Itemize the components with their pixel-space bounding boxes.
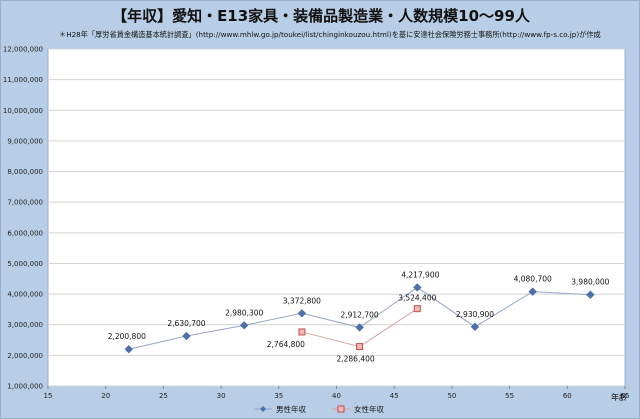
data-point	[413, 305, 421, 313]
y-tick-label: 8,000,000	[7, 168, 43, 176]
data-point	[528, 287, 537, 296]
y-tick-label: 2,000,000	[7, 352, 43, 360]
y-tick-label: 4,000,000	[7, 291, 43, 299]
data-label: 4,080,700	[514, 275, 552, 284]
x-axis-ticks: 15 20 25 30 35 40 45 50 55 60 65	[44, 386, 630, 400]
x-tick-label: 30	[217, 392, 226, 400]
x-tick-label: 25	[159, 392, 168, 400]
x-tick-label: 55	[505, 392, 514, 400]
legend: 男性年収 女性年収	[254, 404, 384, 414]
data-point	[239, 321, 249, 330]
data-label: 2,200,800	[108, 332, 146, 341]
y-tick-label: 10,000,000	[3, 107, 43, 115]
y-tick-label: 12,000,000	[3, 46, 43, 54]
x-tick-label: 50	[447, 392, 456, 400]
legend-marker	[260, 406, 266, 412]
x-tick-label: 60	[563, 392, 572, 400]
data-point	[356, 343, 364, 351]
legend-marker	[337, 405, 345, 413]
data-labels: 2,200,800 2,630,700 2,980,300 3,372,800 2,91…	[108, 270, 610, 363]
x-tick-label: 15	[44, 392, 53, 400]
x-tick-label: 65	[621, 392, 630, 400]
x-tick-label: 35	[274, 392, 283, 400]
data-label: 3,524,400	[398, 294, 436, 303]
data-point	[586, 290, 595, 299]
data-label: 2,980,300	[225, 308, 263, 317]
chart-title: 【年収】愛知・E13家具・装備品製造業・人数規模10～99人	[112, 7, 530, 25]
data-point	[182, 331, 191, 341]
x-tick-label: 40	[332, 392, 341, 400]
data-point	[297, 309, 307, 318]
data-point	[413, 283, 422, 292]
y-tick-label: 1,000,000	[7, 383, 43, 391]
data-label: 2,630,700	[167, 319, 205, 328]
x-tick-label: 20	[101, 392, 110, 400]
data-point	[470, 322, 480, 332]
data-label: 4,217,900	[401, 270, 439, 279]
y-tick-label: 5,000,000	[7, 260, 43, 268]
y-tick-label: 11,000,000	[3, 76, 43, 84]
data-label: 3,372,800	[283, 296, 321, 305]
data-label: 2,912,700	[340, 310, 378, 319]
x-axis-title: 年齢	[611, 392, 627, 402]
data-point	[298, 328, 306, 336]
data-label: 3,980,000	[571, 278, 609, 287]
y-tick-label: 6,000,000	[7, 229, 43, 237]
series-layer	[124, 283, 595, 354]
plot-area	[47, 48, 626, 387]
data-label: 2,930,900	[456, 310, 494, 319]
legend-label: 男性年収	[276, 404, 306, 414]
legend-label: 女性年収	[354, 404, 384, 414]
chart-subtitle: ＊H28年「厚労省賃金構造基本統計調査」(http://www.mhlw.go.…	[59, 30, 601, 39]
x-tick-label: 45	[390, 392, 399, 400]
y-tick-label: 3,000,000	[7, 321, 43, 329]
data-label: 2,764,800	[267, 340, 305, 349]
y-axis-ticks: 1,000,000 2,000,000 3,000,000 4,000,000 5,00…	[3, 46, 43, 391]
data-label: 2,286,400	[336, 355, 374, 364]
y-tick-label: 9,000,000	[7, 137, 43, 145]
y-tick-label: 7,000,000	[7, 199, 43, 207]
data-point	[124, 345, 133, 354]
data-point	[355, 323, 364, 332]
